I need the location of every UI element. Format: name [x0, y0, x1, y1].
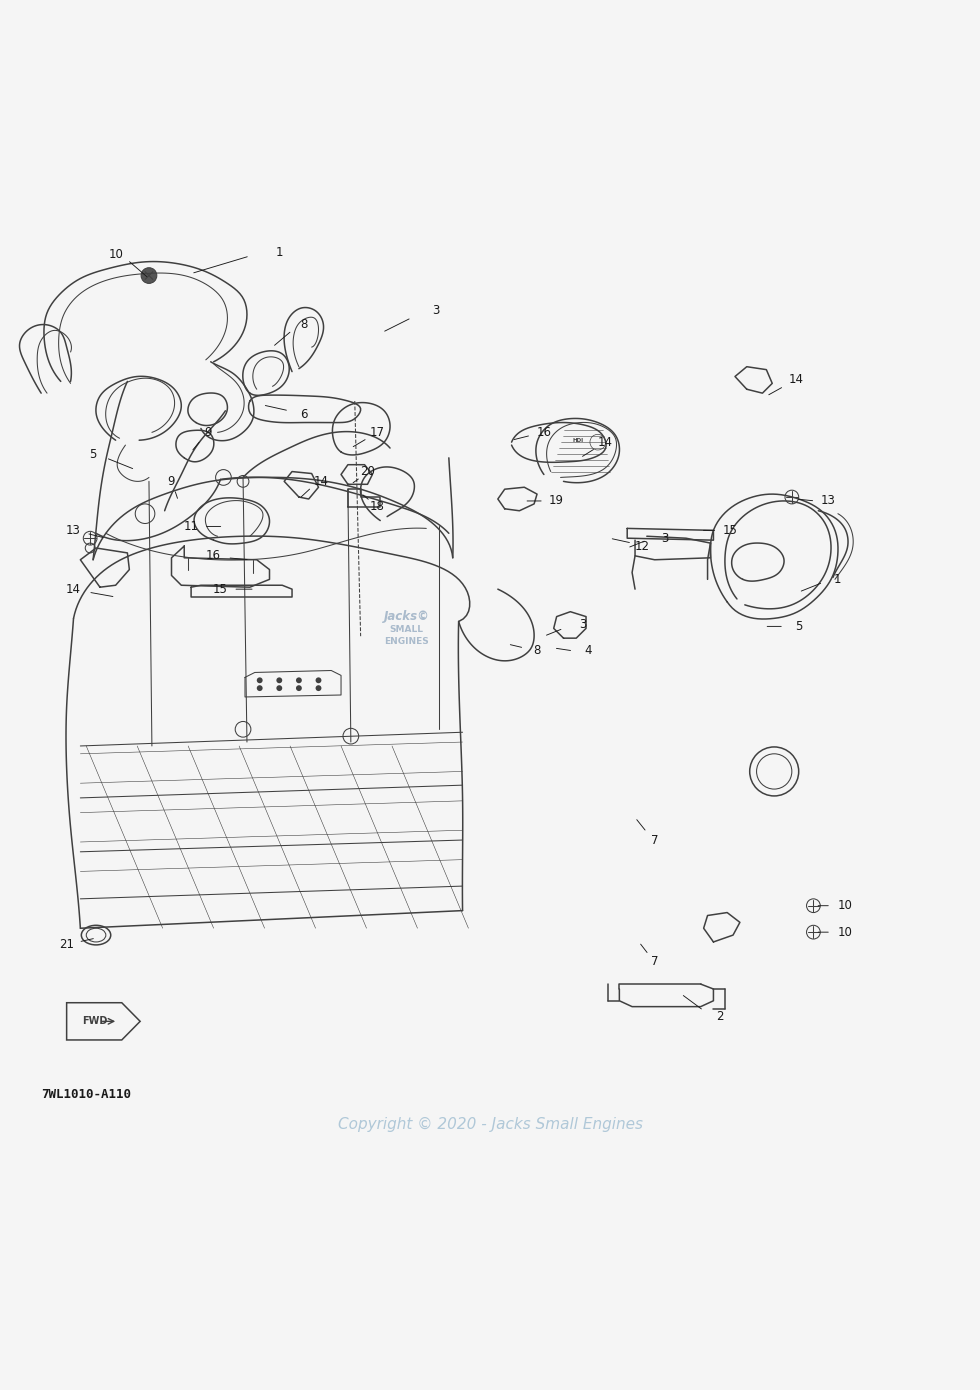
Circle shape [296, 677, 302, 684]
Text: 1: 1 [834, 573, 842, 585]
Circle shape [316, 677, 321, 684]
Text: FWD: FWD [82, 1016, 107, 1026]
Circle shape [141, 268, 157, 284]
Text: 15: 15 [722, 524, 738, 537]
Text: 3: 3 [432, 304, 440, 317]
Circle shape [296, 685, 302, 691]
Text: 7WL1010-A110: 7WL1010-A110 [41, 1088, 131, 1101]
Text: 20: 20 [360, 466, 375, 478]
Text: 2: 2 [716, 1011, 724, 1023]
Text: 16: 16 [536, 425, 552, 439]
Text: 3: 3 [579, 619, 587, 631]
Circle shape [316, 685, 321, 691]
Text: 8: 8 [533, 645, 541, 657]
Text: 7: 7 [651, 834, 659, 847]
Text: 10: 10 [837, 926, 853, 938]
Text: 13: 13 [66, 524, 81, 537]
Text: 4: 4 [584, 645, 592, 657]
Text: 8: 8 [300, 318, 308, 331]
Text: 7: 7 [651, 955, 659, 967]
Circle shape [257, 677, 263, 684]
Text: 21: 21 [59, 938, 74, 951]
Text: 14: 14 [66, 582, 81, 596]
Text: 1: 1 [275, 246, 283, 259]
Text: Copyright © 2020 - Jacks Small Engines: Copyright © 2020 - Jacks Small Engines [337, 1116, 643, 1131]
Text: 16: 16 [206, 549, 221, 563]
Text: 9: 9 [168, 475, 175, 488]
Text: 19: 19 [549, 495, 564, 507]
Text: 14: 14 [314, 475, 329, 488]
Text: 11: 11 [183, 520, 199, 532]
Text: SMALL: SMALL [390, 626, 423, 634]
Text: 15: 15 [213, 582, 228, 596]
Circle shape [276, 685, 282, 691]
Text: 10: 10 [837, 899, 853, 912]
Text: 3: 3 [661, 532, 668, 545]
Text: 13: 13 [820, 495, 836, 507]
Circle shape [276, 677, 282, 684]
Text: 5: 5 [795, 620, 803, 632]
Text: HDI: HDI [572, 438, 584, 442]
Text: 14: 14 [788, 373, 804, 386]
Text: Jacks©: Jacks© [384, 610, 429, 623]
Text: 9: 9 [204, 425, 212, 439]
Text: 18: 18 [369, 500, 385, 513]
Text: 5: 5 [89, 449, 97, 461]
Text: 6: 6 [300, 409, 308, 421]
Text: 17: 17 [369, 425, 385, 439]
Circle shape [257, 685, 263, 691]
Text: 12: 12 [634, 539, 650, 553]
Text: 10: 10 [108, 247, 123, 260]
Text: 14: 14 [598, 435, 613, 449]
Text: ENGINES: ENGINES [384, 637, 429, 645]
